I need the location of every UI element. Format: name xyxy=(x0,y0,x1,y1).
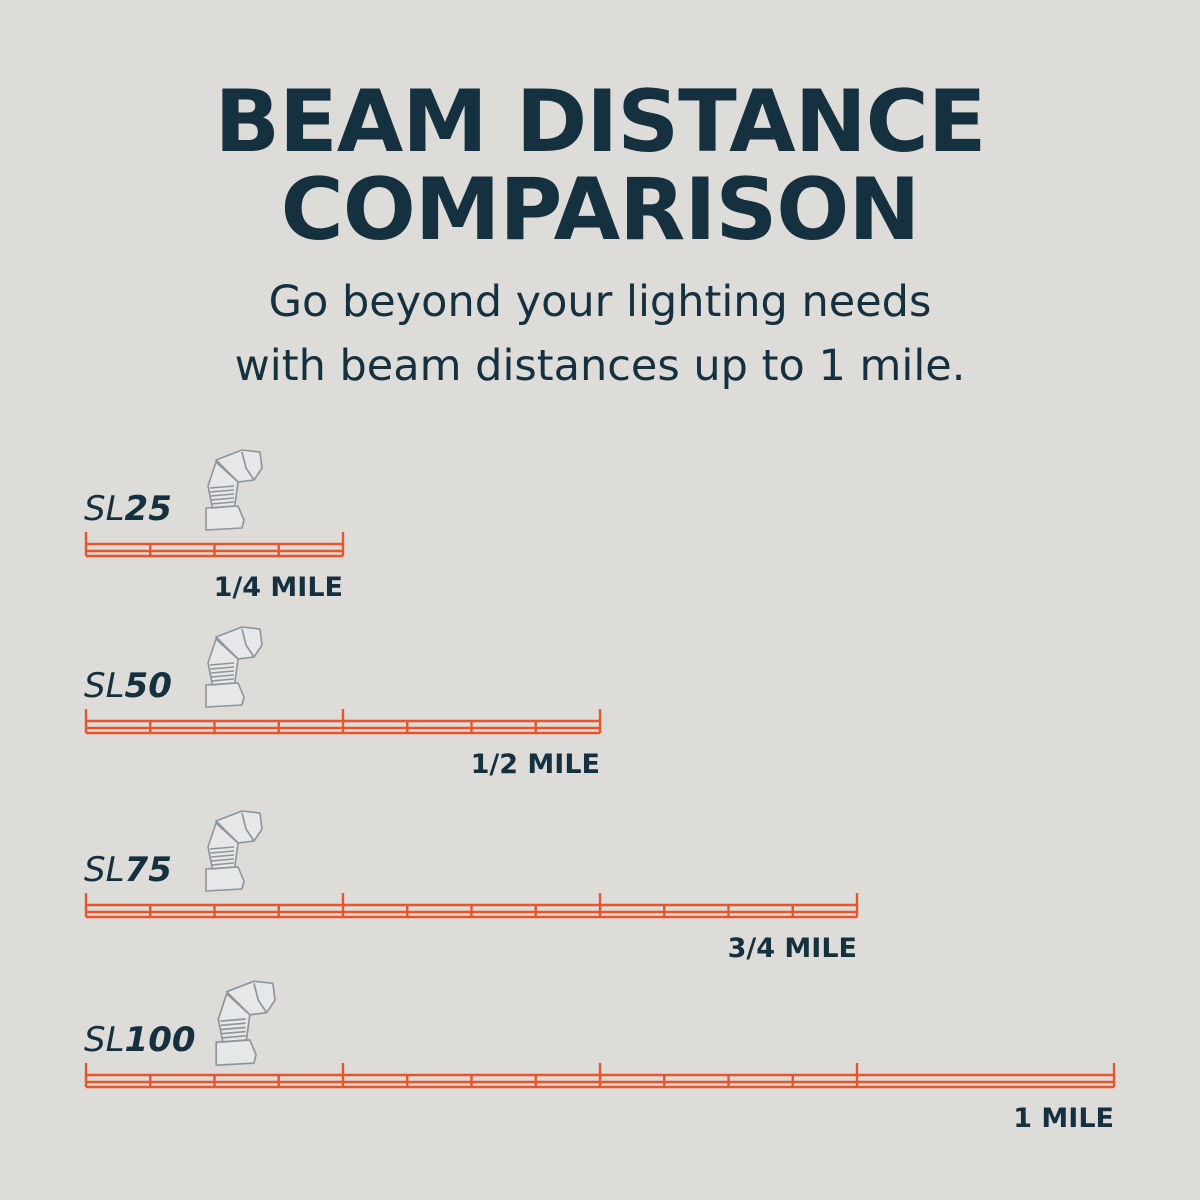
flashlight-grip-line xyxy=(210,489,235,493)
distance-label: 1/4 MILE xyxy=(214,572,343,603)
flashlight-grip-line xyxy=(211,497,235,501)
flashlight-grip-line xyxy=(211,678,235,682)
flashlight-grip-line xyxy=(211,674,235,678)
ruler-bar xyxy=(84,532,345,558)
flashlight-grip-line xyxy=(211,862,235,866)
model-prefix: SL xyxy=(84,1020,125,1060)
model-number: 50 xyxy=(125,666,172,706)
ruler-bar xyxy=(84,709,602,735)
flashlight-icon xyxy=(215,980,276,1067)
subtitle-line-2: with beam distances up to 1 mile. xyxy=(234,341,966,391)
flashlight-lens-edge xyxy=(241,628,255,658)
title-line-1: BEAM DISTANCE xyxy=(214,72,986,172)
model-number: 100 xyxy=(125,1020,196,1060)
flashlight-grip-line xyxy=(222,1034,246,1039)
flashlight-grip-line xyxy=(221,1026,246,1031)
page-subtitle: Go beyond your lighting needs with beam … xyxy=(0,270,1200,398)
beam-row-sl50: 1/2 MILE SL50 xyxy=(84,626,602,780)
flashlight-grip-line xyxy=(211,501,235,505)
flashlight-grip-line xyxy=(210,493,235,497)
flashlight-icon xyxy=(205,626,263,708)
flashlight-grip-line xyxy=(222,1039,246,1043)
flashlight-grip-line xyxy=(211,505,235,509)
model-number: 75 xyxy=(125,850,172,890)
flashlight-grip-line xyxy=(209,662,235,666)
model-prefix: SL xyxy=(84,489,125,529)
model-name: SL100 xyxy=(84,1020,196,1060)
flashlight-grip-line xyxy=(211,858,235,862)
flashlight-grip-line xyxy=(209,485,235,489)
model-name: SL25 xyxy=(84,489,172,529)
title-line-2: COMPARISON xyxy=(280,160,921,260)
model-prefix: SL xyxy=(84,666,125,706)
distance-label: 1 MILE xyxy=(1013,1103,1114,1134)
flashlight-grip-line xyxy=(210,854,235,858)
flashlight-base xyxy=(205,682,245,708)
beam-row-sl100: 1 MILE SL100 xyxy=(84,980,1116,1134)
flashlight-icon xyxy=(205,810,263,892)
flashlight-grip-line xyxy=(220,1022,246,1027)
model-number: 25 xyxy=(125,489,172,529)
flashlight-grip-line xyxy=(209,846,235,850)
beam-row-sl25: 1/4 MILE SL25 xyxy=(84,449,345,603)
distance-label: 3/4 MILE xyxy=(728,933,857,964)
flashlight-lens-edge xyxy=(253,983,268,1014)
subtitle-line-1: Go beyond your lighting needs xyxy=(268,277,932,327)
flashlight-base xyxy=(215,1039,257,1067)
page-title: BEAM DISTANCE COMPARISON xyxy=(0,78,1200,254)
distance-label: 1/2 MILE xyxy=(471,749,600,780)
model-name: SL75 xyxy=(84,850,172,890)
ruler-bar xyxy=(84,1063,1116,1089)
flashlight-base xyxy=(205,505,245,531)
flashlight-base xyxy=(205,866,245,892)
flashlight-grip-line xyxy=(211,682,235,686)
flashlight-grip-line xyxy=(221,1030,246,1035)
flashlight-grip-line xyxy=(210,666,235,670)
model-name: SL50 xyxy=(84,666,172,706)
flashlight-grip-line xyxy=(210,850,235,854)
flashlight-grip-line xyxy=(211,866,235,870)
flashlight-lens-edge xyxy=(241,451,255,481)
beam-row-sl75: 3/4 MILE SL75 xyxy=(84,810,859,964)
flashlight-grip-line xyxy=(220,1018,246,1022)
ruler-bar xyxy=(84,893,859,919)
flashlight-grip-line xyxy=(210,670,235,674)
flashlight-lens-edge xyxy=(241,812,255,842)
model-prefix: SL xyxy=(84,850,125,890)
flashlight-icon xyxy=(205,449,263,531)
